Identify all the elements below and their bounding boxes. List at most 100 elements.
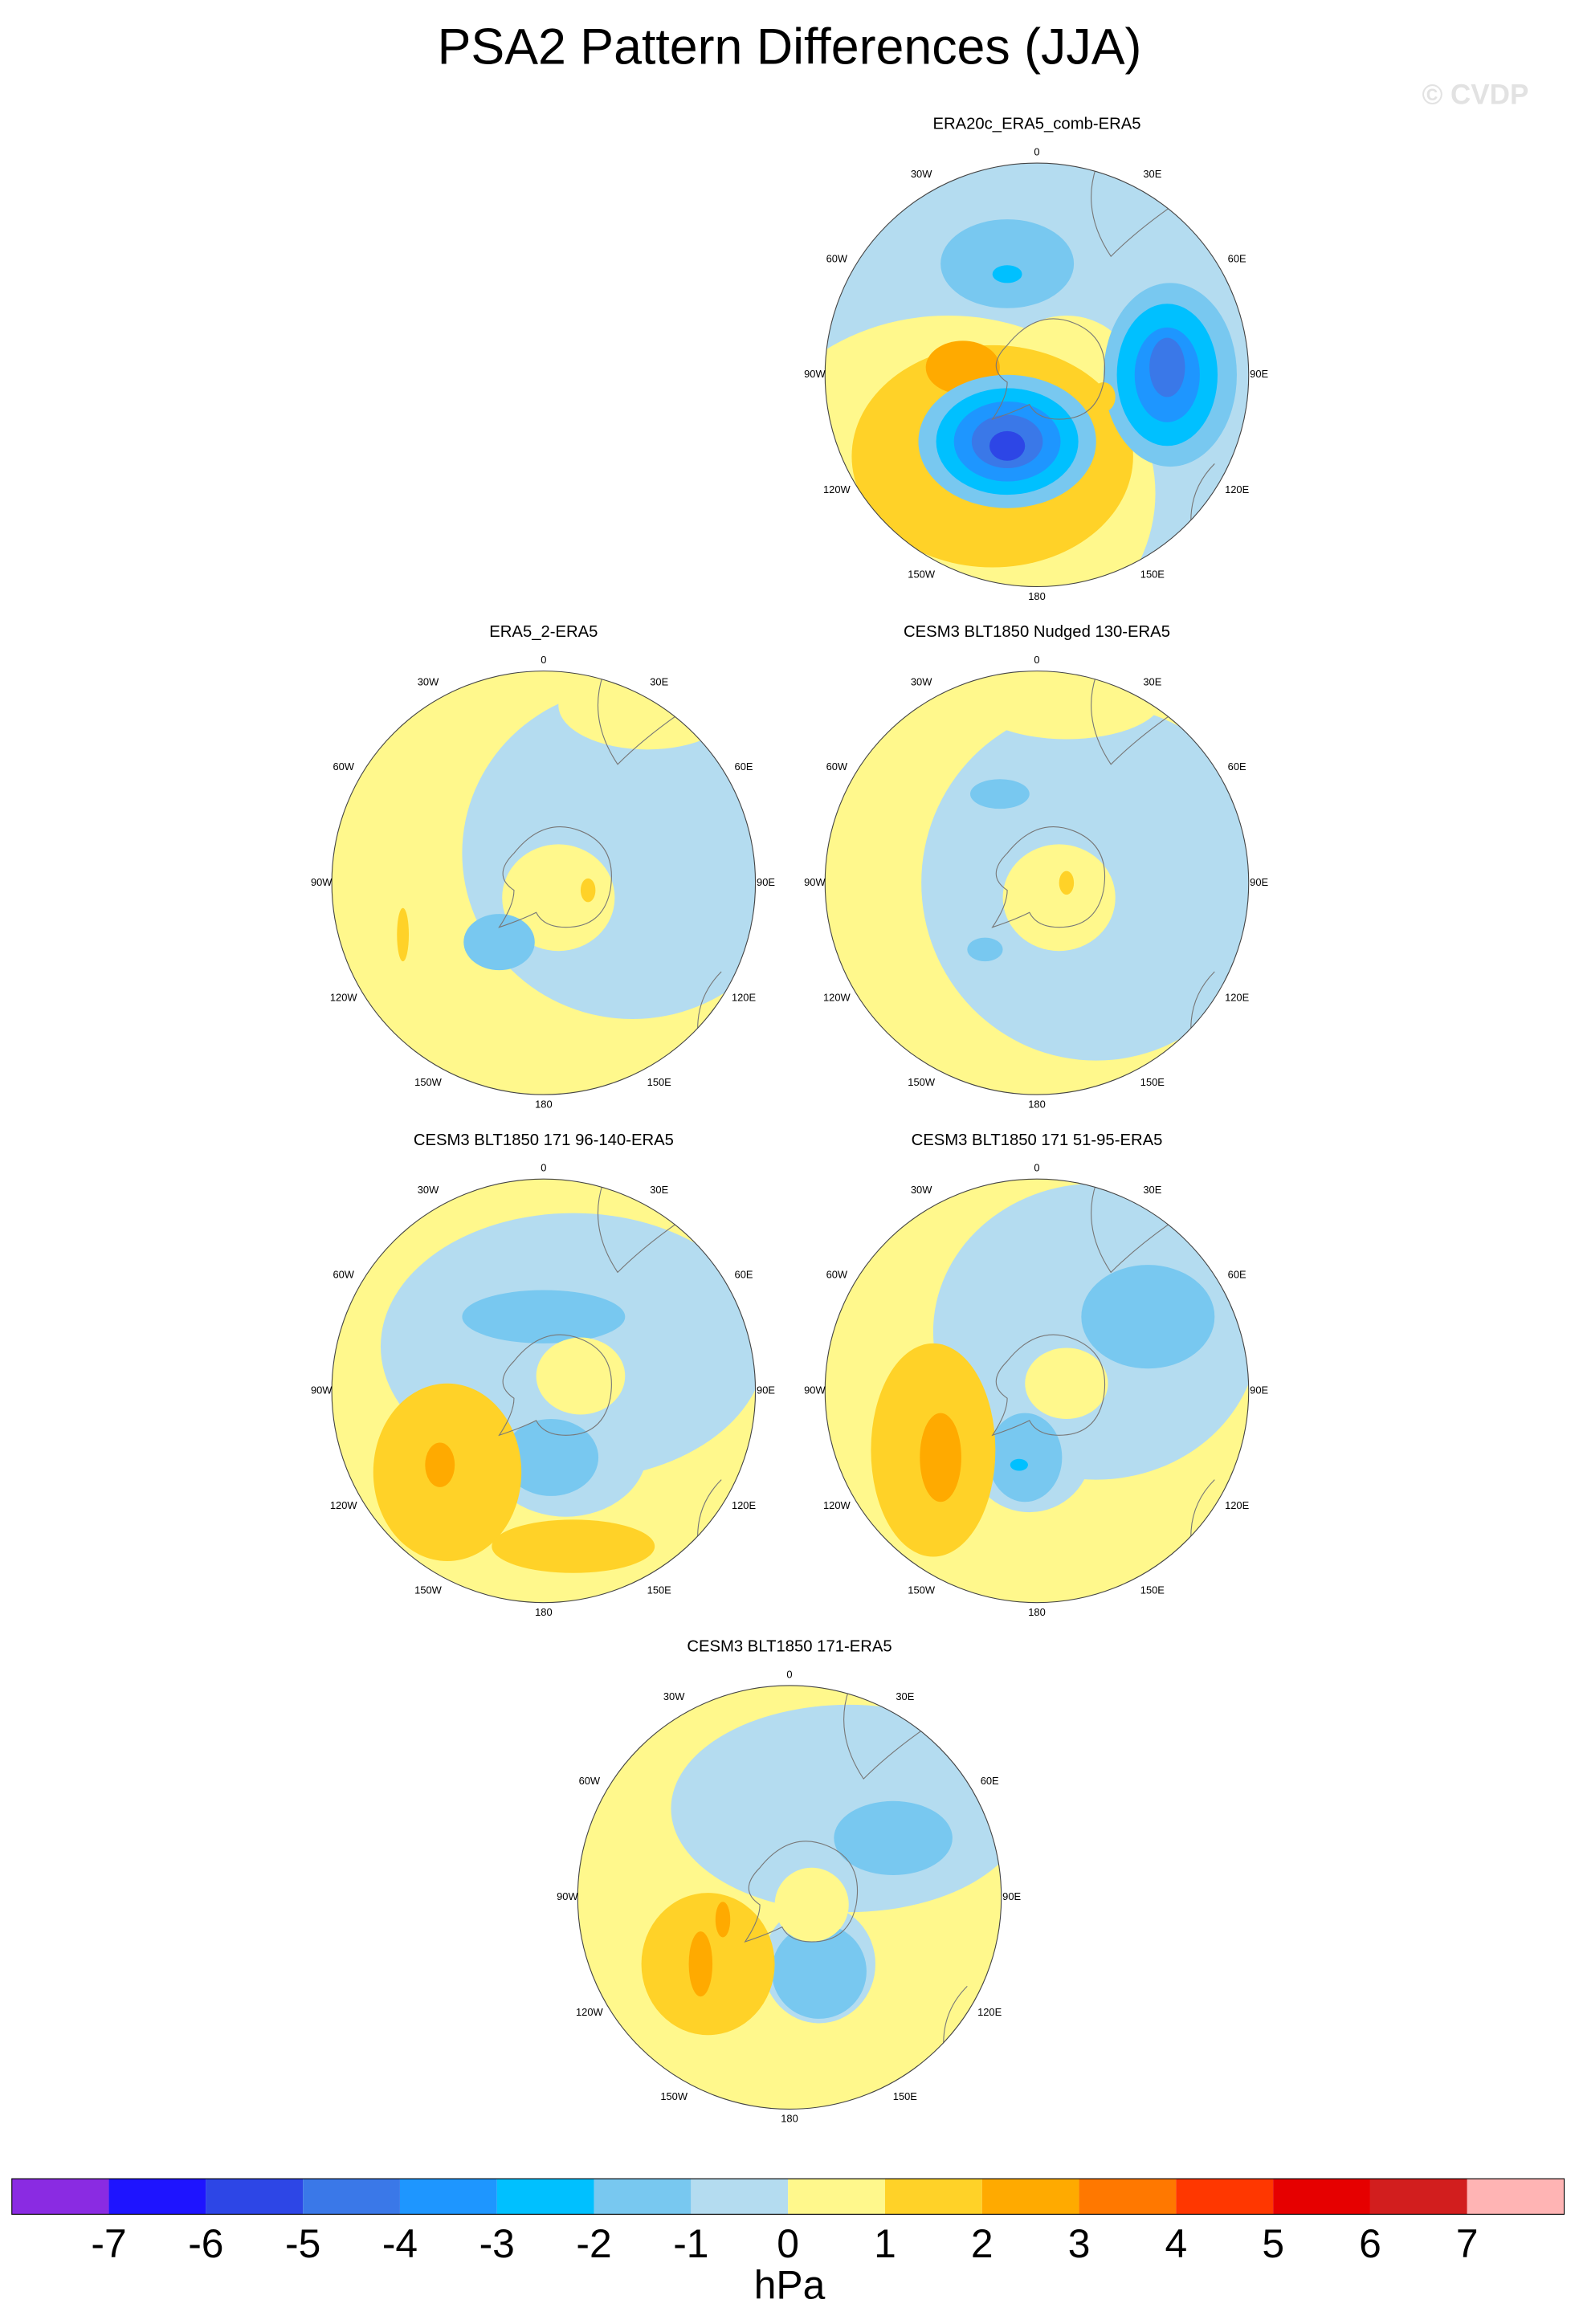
- longitude-label: 120E: [1225, 1499, 1250, 1511]
- colorbar-box: [11, 2179, 109, 2215]
- map-panel: ERA20c_ERA5_comb-ERA5 0 30E 60E 90E 120E 150E 1…: [804, 116, 1268, 602]
- colorbar-box: [691, 2179, 789, 2215]
- map-border: [577, 1685, 1002, 2110]
- contour-region: [1025, 1348, 1108, 1419]
- longitude-label: 180: [781, 2113, 798, 2125]
- longitude-label: 180: [1028, 590, 1046, 602]
- colorbar-tick-label: -7: [91, 2221, 126, 2266]
- longitude-label: 120E: [1225, 992, 1250, 1004]
- longitude-label: 90E: [757, 876, 775, 888]
- contour-region: [536, 1337, 626, 1415]
- panel-title: CESM3 BLT1850 Nudged 130-ERA5: [904, 623, 1170, 641]
- contour-region: [397, 907, 410, 962]
- panels: ERA20c_ERA5_comb-ERA5 0 30E 60E 90E 120E 150E 1…: [311, 116, 1269, 2125]
- colorbar-tick-label: 0: [777, 2221, 799, 2266]
- longitude-label: 120E: [732, 992, 757, 1004]
- contour-region: [462, 1290, 626, 1343]
- contour-region: [834, 1800, 953, 1876]
- colorbar-box: [108, 2179, 206, 2215]
- longitude-label: 60W: [579, 1775, 601, 1787]
- longitude-label: 60W: [333, 1268, 354, 1280]
- longitude-label: 0: [1034, 654, 1039, 666]
- contour-region: [774, 1867, 849, 1943]
- longitude-label: 30W: [418, 676, 439, 688]
- contour-region: [992, 265, 1022, 283]
- map-border: [824, 1178, 1250, 1604]
- contour-region: [580, 878, 596, 903]
- longitude-label: 30W: [663, 1690, 685, 1702]
- colorbar-border: [11, 2178, 1565, 2215]
- longitude-label: 120W: [823, 1499, 851, 1511]
- colorbar-box: [594, 2179, 692, 2215]
- longitude-label: 0: [541, 654, 546, 666]
- contour-region: [771, 1923, 867, 2019]
- colorbar-tick-label: 7: [1456, 2221, 1479, 2266]
- longitude-label: 30E: [650, 676, 668, 688]
- colorbar-box: [788, 2179, 885, 2215]
- longitude-label: 150E: [1140, 568, 1165, 580]
- longitude-label: 30W: [911, 168, 932, 180]
- contour-region: [1059, 870, 1075, 895]
- panel-title: ERA20c_ERA5_comb-ERA5: [932, 116, 1140, 133]
- longitude-label: 90E: [1250, 368, 1268, 380]
- longitude-label: 90E: [757, 1384, 775, 1396]
- longitude-label: 120W: [823, 483, 851, 495]
- longitude-label: 90E: [1250, 876, 1268, 888]
- longitude-label: 120W: [330, 1499, 358, 1511]
- panel-title: CESM3 BLT1850 171-ERA5: [687, 1638, 892, 1656]
- colorbar-box: [981, 2179, 1079, 2215]
- longitude-label: 150E: [1140, 1076, 1165, 1088]
- longitude-label: 30E: [650, 1184, 668, 1196]
- map-panel: CESM3 BLT1850 Nudged 130-ERA5 0 30E 60E 90E 1…: [804, 623, 1268, 1110]
- longitude-label: 0: [1034, 1162, 1039, 1174]
- longitude-label: 150E: [1140, 1584, 1165, 1596]
- colorbar-box: [206, 2179, 304, 2215]
- longitude-label: 150E: [893, 2090, 918, 2102]
- longitude-label: 0: [541, 1162, 546, 1174]
- contour-region: [989, 430, 1026, 461]
- longitude-label: 60E: [1228, 252, 1246, 264]
- longitude-label: 30W: [418, 1184, 439, 1196]
- longitude-label: 60W: [826, 760, 848, 773]
- contour-region: [967, 937, 1003, 962]
- figure-title: PSA2 Pattern Differences (JJA): [438, 18, 1142, 75]
- longitude-label: 120W: [576, 2006, 604, 2018]
- longitude-label: 30E: [1143, 676, 1161, 688]
- longitude-label: 60E: [735, 760, 753, 773]
- longitude-label: 0: [1034, 146, 1039, 158]
- longitude-label: 150W: [908, 1584, 936, 1596]
- map-panel: ERA5_2-ERA5 0 30E 60E 90E 120E 150E 180 150W 120W…: [311, 623, 775, 1110]
- longitude-label: 90W: [311, 876, 333, 888]
- contour-region: [715, 1902, 731, 1938]
- panel-title: ERA5_2-ERA5: [489, 623, 598, 641]
- colorbar-box: [1467, 2179, 1565, 2215]
- colorbar-tick-label: 1: [874, 2221, 896, 2266]
- colorbar-tick-label: -4: [382, 2221, 418, 2266]
- longitude-label: 30E: [1143, 168, 1161, 180]
- longitude-label: 150E: [647, 1584, 672, 1596]
- colorbar-box: [399, 2179, 497, 2215]
- longitude-label: 180: [1028, 1098, 1046, 1110]
- longitude-label: 120W: [823, 992, 851, 1004]
- contour-region: [970, 671, 1163, 740]
- coastline: [991, 826, 1106, 928]
- map-field: [825, 1179, 1249, 1603]
- longitude-label: 30W: [911, 676, 932, 688]
- coastline: [991, 1334, 1106, 1437]
- contour-region: [1091, 381, 1116, 412]
- contour-region: [425, 1442, 455, 1487]
- colorbar-tick-label: -1: [673, 2221, 708, 2266]
- contour-region: [504, 1418, 599, 1496]
- colorbar-tick-label: 5: [1262, 2221, 1284, 2266]
- contour-region: [492, 1519, 655, 1573]
- longitude-label: 90E: [1002, 1890, 1021, 1902]
- map-field: [577, 1685, 1002, 2110]
- longitude-label: 60W: [826, 252, 848, 264]
- longitude-label: 90W: [804, 876, 826, 888]
- contour-region: [502, 844, 615, 952]
- map-border: [824, 162, 1250, 588]
- map-border: [824, 671, 1250, 1095]
- longitude-label: 150W: [660, 2090, 688, 2102]
- colorbar-tick-label: 4: [1165, 2221, 1188, 2266]
- contour-region: [558, 671, 736, 750]
